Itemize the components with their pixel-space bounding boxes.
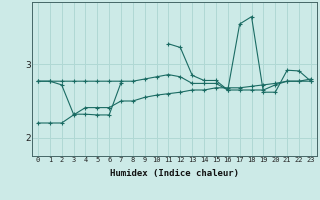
X-axis label: Humidex (Indice chaleur): Humidex (Indice chaleur) <box>110 169 239 178</box>
